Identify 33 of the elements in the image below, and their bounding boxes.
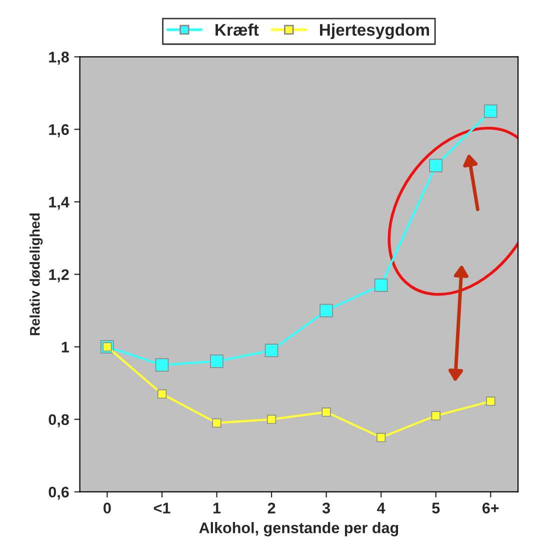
y-tick-label: 1,8 [49, 52, 69, 65]
point [155, 358, 169, 372]
x-tick-label: 3 [322, 502, 330, 514]
legend-label: Kræft [216, 24, 259, 36]
point [212, 418, 222, 428]
point [210, 354, 224, 368]
point [376, 432, 386, 442]
y-tick-label: 0,6 [48, 486, 69, 500]
y-tick-label: 1,4 [49, 196, 70, 210]
x-tick-label: 6+ [482, 502, 499, 514]
x-tick-label: 5 [432, 502, 440, 514]
y-tick-label: 1,6 [49, 124, 69, 138]
x-tick-label: 0 [104, 502, 111, 514]
point [431, 411, 440, 420]
point [429, 158, 443, 172]
x-tick-label: <1 [154, 502, 170, 514]
point [157, 389, 167, 399]
point [322, 407, 331, 417]
y-tick-label: 1 [62, 342, 69, 352]
legend-label: Hjertesygdom [320, 24, 430, 40]
y-axis-title: Relativ dødelighed [30, 213, 43, 336]
x-axis-title: Alkohol, genstande per dag [199, 522, 398, 536]
point [486, 396, 496, 406]
y-tick-label: 1,2 [49, 269, 69, 282]
x-tick-label: 1 [213, 502, 221, 514]
x-tick-label: 2 [268, 502, 276, 514]
y-tick-label: 0,8 [48, 414, 69, 428]
point [266, 414, 276, 424]
point [484, 104, 498, 118]
point [374, 278, 388, 292]
x-tick-label: 4 [377, 502, 386, 514]
point [264, 344, 278, 358]
point [320, 304, 333, 318]
